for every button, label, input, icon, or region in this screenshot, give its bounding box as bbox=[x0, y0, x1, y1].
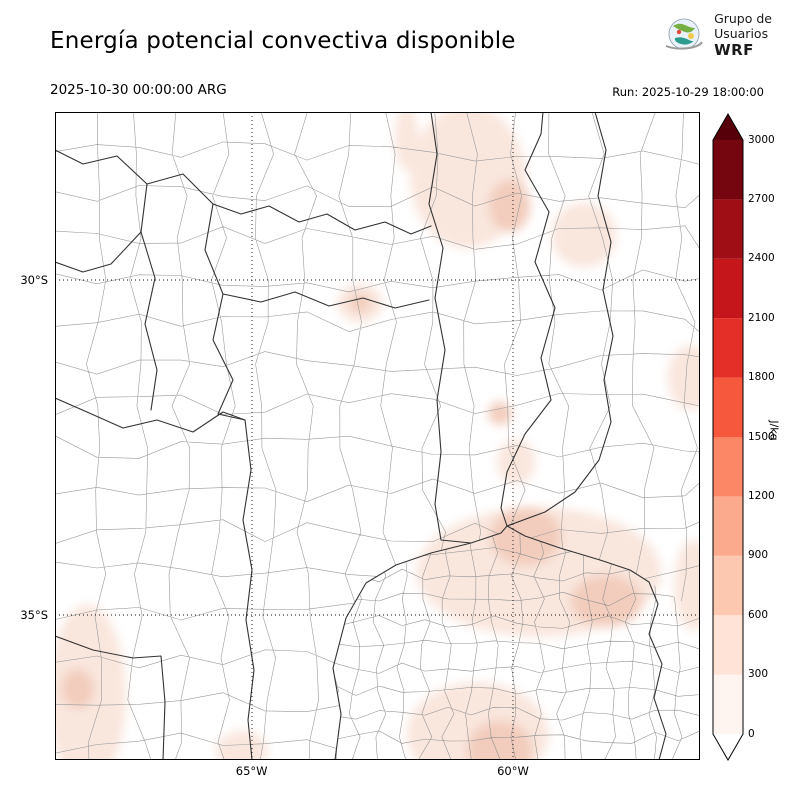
lat-tick-label: 35°S bbox=[20, 607, 48, 622]
colorbar-segment bbox=[713, 140, 743, 200]
wrf-logo: Grupo de Usuarios WRF bbox=[661, 11, 772, 59]
colorbar-over-triangle bbox=[713, 114, 743, 140]
gridlines bbox=[55, 112, 700, 760]
cape-shaded-area bbox=[216, 730, 268, 760]
colorbar-segment bbox=[713, 318, 743, 378]
logo-line-2: Usuarios bbox=[714, 25, 769, 41]
colorbar-segment bbox=[713, 258, 743, 319]
colorbar-segment bbox=[713, 496, 743, 556]
cape-shaded-area bbox=[61, 669, 94, 709]
run-time-label: Run: 2025-10-29 18:00:00 bbox=[612, 85, 764, 99]
colorbar-tick-label: 900 bbox=[748, 549, 769, 562]
colorbar-segment bbox=[713, 199, 743, 259]
valid-time-label: 2025-10-30 00:00:00 ARG bbox=[50, 82, 227, 98]
colorbar-outline bbox=[712, 113, 744, 761]
colorbar-tick-label: 600 bbox=[748, 608, 769, 621]
lat-tick-label: 30°S bbox=[20, 272, 48, 287]
province-borders bbox=[55, 112, 667, 760]
colorbar-segment bbox=[713, 555, 743, 616]
colorbar-tick-label: 2400 bbox=[748, 252, 775, 265]
cape-shaded-area bbox=[571, 575, 642, 628]
colorbar-tick-label: 1200 bbox=[748, 489, 775, 502]
map-border bbox=[55, 112, 700, 760]
cape-shaded-area bbox=[667, 345, 700, 411]
colorbar-segment bbox=[713, 615, 743, 675]
lon-tick-label: 65°W bbox=[235, 764, 268, 778]
cape-shaded-area bbox=[489, 180, 531, 232]
logo-line-1: Grupo de bbox=[714, 11, 772, 26]
colorbar-tick-label: 1500 bbox=[748, 430, 775, 443]
cape-shaded-area bbox=[496, 439, 536, 485]
weather-map bbox=[55, 112, 700, 760]
colorbar-segment bbox=[713, 674, 743, 734]
cape-shaded-area bbox=[467, 721, 533, 760]
colorbar bbox=[712, 113, 744, 761]
colorbar-tick-label: 2700 bbox=[748, 192, 775, 205]
colorbar-tick-label: 1800 bbox=[748, 371, 775, 384]
colorbar-segment bbox=[713, 437, 743, 497]
cape-shaded-area bbox=[551, 202, 617, 268]
plot-title: Energía potencial convectiva disponible bbox=[50, 28, 516, 54]
cape-shaded-area bbox=[349, 294, 371, 313]
colorbar-under-triangle bbox=[713, 734, 743, 760]
colorbar-tick-label: 0 bbox=[748, 727, 755, 740]
colorbar-segment bbox=[713, 377, 743, 437]
colorbar-tick-label: 3000 bbox=[748, 133, 775, 146]
logo-line-3: WRF bbox=[714, 40, 754, 59]
cape-shaded-area bbox=[674, 539, 700, 631]
wrf-logo-text: Grupo de Usuarios WRF bbox=[714, 11, 772, 59]
colorbar-tick-label: 300 bbox=[748, 668, 769, 681]
wrf-globe-icon bbox=[665, 18, 703, 50]
colorbar-tick-label: 2100 bbox=[748, 311, 775, 324]
cape-shaded-area bbox=[394, 112, 419, 171]
lon-tick-label: 60°W bbox=[497, 764, 529, 778]
colorbar-segments bbox=[713, 140, 743, 734]
